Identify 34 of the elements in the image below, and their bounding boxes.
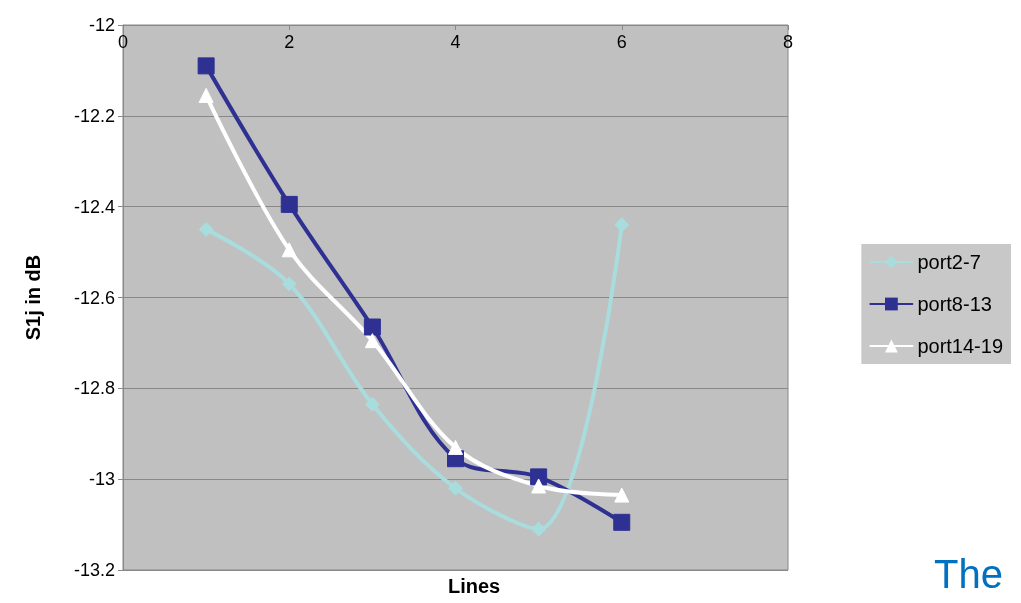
x-tick-label: 4 xyxy=(450,32,461,52)
point xyxy=(197,57,215,75)
legend-label: port2-7 xyxy=(917,251,981,273)
point xyxy=(364,396,380,412)
point xyxy=(198,221,214,237)
point xyxy=(281,242,297,258)
y-tick-label: -13.2 xyxy=(73,560,115,580)
x-tick-label: 0 xyxy=(117,32,129,52)
legend-label: port8-13 xyxy=(917,293,992,315)
point xyxy=(280,195,298,213)
point xyxy=(531,478,547,494)
y-tick-label: -12.8 xyxy=(73,378,115,399)
legend-label: port14-19 xyxy=(917,335,1004,357)
point xyxy=(364,333,380,349)
y-tick-label: -12.2 xyxy=(73,105,115,126)
text: The xyxy=(934,552,1004,596)
point xyxy=(531,521,547,537)
point xyxy=(448,480,463,496)
y-tick-label: -13 xyxy=(88,469,115,490)
x-tick-label: 6 xyxy=(616,32,627,52)
x-axis-title: Lines xyxy=(448,575,501,597)
point xyxy=(363,318,381,336)
point xyxy=(198,87,214,103)
point xyxy=(614,487,630,503)
point xyxy=(448,439,463,455)
y-axis-title: S1j in dB xyxy=(22,254,44,341)
y-tick-label: -12.6 xyxy=(73,287,115,308)
x-tick-label: 8 xyxy=(782,32,794,52)
x-tick-label: 2 xyxy=(284,32,295,52)
point xyxy=(614,217,630,233)
y-tick-label: -12 xyxy=(88,15,115,35)
y-tick-label: -12.4 xyxy=(73,196,115,217)
point xyxy=(613,513,631,531)
point xyxy=(281,276,297,292)
